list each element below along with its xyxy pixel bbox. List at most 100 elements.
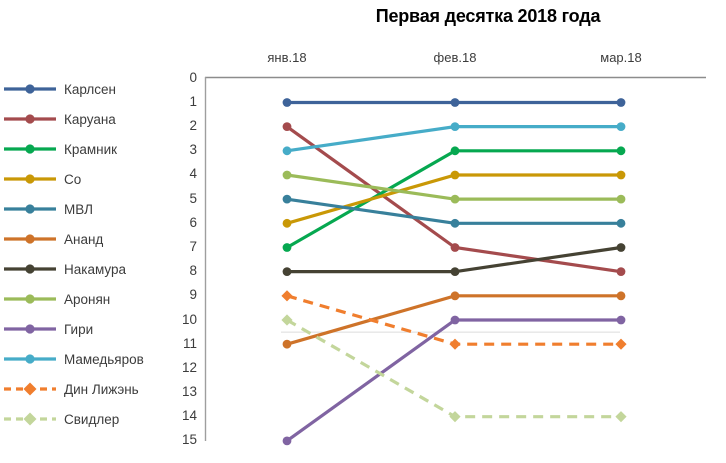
legend-label: Карлсен bbox=[64, 81, 117, 97]
data-point-marker bbox=[450, 98, 460, 107]
legend-key-line-icon bbox=[4, 144, 56, 154]
y-axis-label: 11 bbox=[182, 335, 197, 351]
data-point-marker bbox=[282, 218, 292, 228]
legend-key-dashed-line-icon bbox=[4, 382, 56, 396]
legend-key-line-icon bbox=[4, 234, 56, 244]
legend-label: Крамник bbox=[64, 141, 118, 157]
legend-item: Со bbox=[4, 169, 81, 189]
x-axis-label: мар.18 bbox=[600, 50, 642, 65]
data-point-marker bbox=[616, 315, 626, 325]
data-point-marker bbox=[616, 122, 626, 132]
legend-item: Каруана bbox=[4, 109, 116, 129]
y-axis-label: 3 bbox=[189, 142, 197, 158]
data-point-marker bbox=[450, 194, 460, 204]
y-axis-label: 7 bbox=[189, 238, 197, 254]
legend-marker bbox=[23, 382, 37, 396]
legend-label: Дин Лижэнь bbox=[64, 381, 139, 397]
legend-key-line-icon bbox=[4, 204, 56, 214]
data-point-marker bbox=[449, 338, 461, 350]
data-point-marker bbox=[616, 267, 626, 277]
legend-key-line-icon bbox=[4, 114, 56, 124]
legend-marker bbox=[25, 114, 35, 124]
y-axis-label: 15 bbox=[181, 432, 197, 448]
legend-key-line-icon bbox=[4, 174, 56, 184]
legend-marker bbox=[25, 144, 35, 154]
legend-marker bbox=[25, 204, 35, 214]
data-point-marker bbox=[282, 267, 292, 277]
legend-key-line-icon bbox=[4, 264, 56, 274]
data-point-marker bbox=[616, 218, 626, 228]
data-point-marker bbox=[450, 315, 460, 325]
legend-label: Каруана bbox=[64, 111, 116, 127]
data-point-marker bbox=[282, 436, 292, 446]
y-axis-label: 10 bbox=[181, 311, 197, 327]
legend-item: МВЛ bbox=[4, 199, 93, 219]
legend-label: Ананд bbox=[64, 231, 104, 247]
data-point-marker bbox=[615, 411, 627, 423]
legend-marker bbox=[23, 412, 37, 426]
series-line bbox=[286, 318, 621, 443]
data-point-marker bbox=[281, 314, 293, 326]
data-point-marker bbox=[282, 194, 292, 204]
legend-marker bbox=[25, 264, 35, 274]
data-point-marker bbox=[450, 243, 460, 252]
legend-key-line-icon bbox=[4, 84, 56, 94]
data-point-marker bbox=[449, 411, 461, 423]
x-axis-label: янв.18 bbox=[267, 50, 307, 65]
legend-marker bbox=[25, 294, 35, 304]
legend-label: МВЛ bbox=[64, 201, 93, 217]
data-point-marker bbox=[450, 146, 460, 156]
legend-marker bbox=[25, 354, 35, 364]
y-axis-label: 8 bbox=[189, 263, 197, 279]
data-point-marker bbox=[282, 339, 292, 349]
legend-item: Дин Лижэнь bbox=[4, 379, 139, 399]
legend-key-line-icon bbox=[4, 324, 56, 334]
y-axis-label: 1 bbox=[189, 93, 197, 109]
legend-marker bbox=[25, 234, 35, 244]
data-point-marker bbox=[616, 243, 626, 252]
legend-item: Мамедьяров bbox=[4, 349, 144, 369]
data-point-marker bbox=[282, 122, 292, 132]
legend-label: Накамура bbox=[64, 261, 127, 277]
legend-marker bbox=[25, 84, 35, 94]
data-point-marker bbox=[450, 291, 460, 301]
data-point-marker bbox=[616, 194, 626, 204]
y-axis-label: 14 bbox=[181, 408, 197, 424]
legend-label: Мамедьяров bbox=[64, 351, 144, 367]
data-point-marker bbox=[450, 218, 460, 228]
y-axis-label: 2 bbox=[189, 118, 197, 134]
legend-item: Карлсен bbox=[4, 79, 116, 99]
legend-key-line-icon bbox=[4, 354, 56, 364]
legend-key-line-icon bbox=[4, 294, 56, 304]
data-point-marker bbox=[616, 291, 626, 301]
legend-label: Свидлер bbox=[64, 411, 120, 427]
data-point-marker bbox=[281, 290, 293, 302]
data-point-marker bbox=[282, 243, 292, 252]
data-point-marker bbox=[450, 122, 460, 132]
data-point-marker bbox=[282, 170, 292, 180]
data-point-marker bbox=[616, 170, 626, 180]
x-axis-label: фев.18 bbox=[433, 50, 477, 65]
legend-item: Крамник bbox=[4, 139, 117, 159]
y-axis-label: 5 bbox=[189, 190, 197, 206]
legend-item: Аронян bbox=[4, 289, 110, 309]
legend-item: Гири bbox=[4, 319, 93, 339]
legend-label: Со bbox=[64, 171, 82, 187]
legend-marker bbox=[25, 174, 35, 184]
legend-key-dashed-line-icon bbox=[4, 412, 56, 426]
data-point-marker bbox=[615, 338, 627, 350]
legend-marker bbox=[25, 324, 35, 334]
legend-label: Гири bbox=[64, 321, 94, 337]
data-point-marker bbox=[450, 267, 460, 277]
data-point-marker bbox=[450, 170, 460, 180]
legend-label: Аронян bbox=[64, 291, 111, 307]
data-point-marker bbox=[282, 98, 292, 107]
series-line bbox=[286, 318, 621, 419]
y-axis-label: 13 bbox=[181, 384, 197, 399]
y-axis-label: 9 bbox=[189, 287, 197, 303]
legend-item: Накамура bbox=[4, 259, 126, 279]
legend-item: Свидлер bbox=[4, 409, 119, 429]
data-point-marker bbox=[616, 146, 626, 156]
